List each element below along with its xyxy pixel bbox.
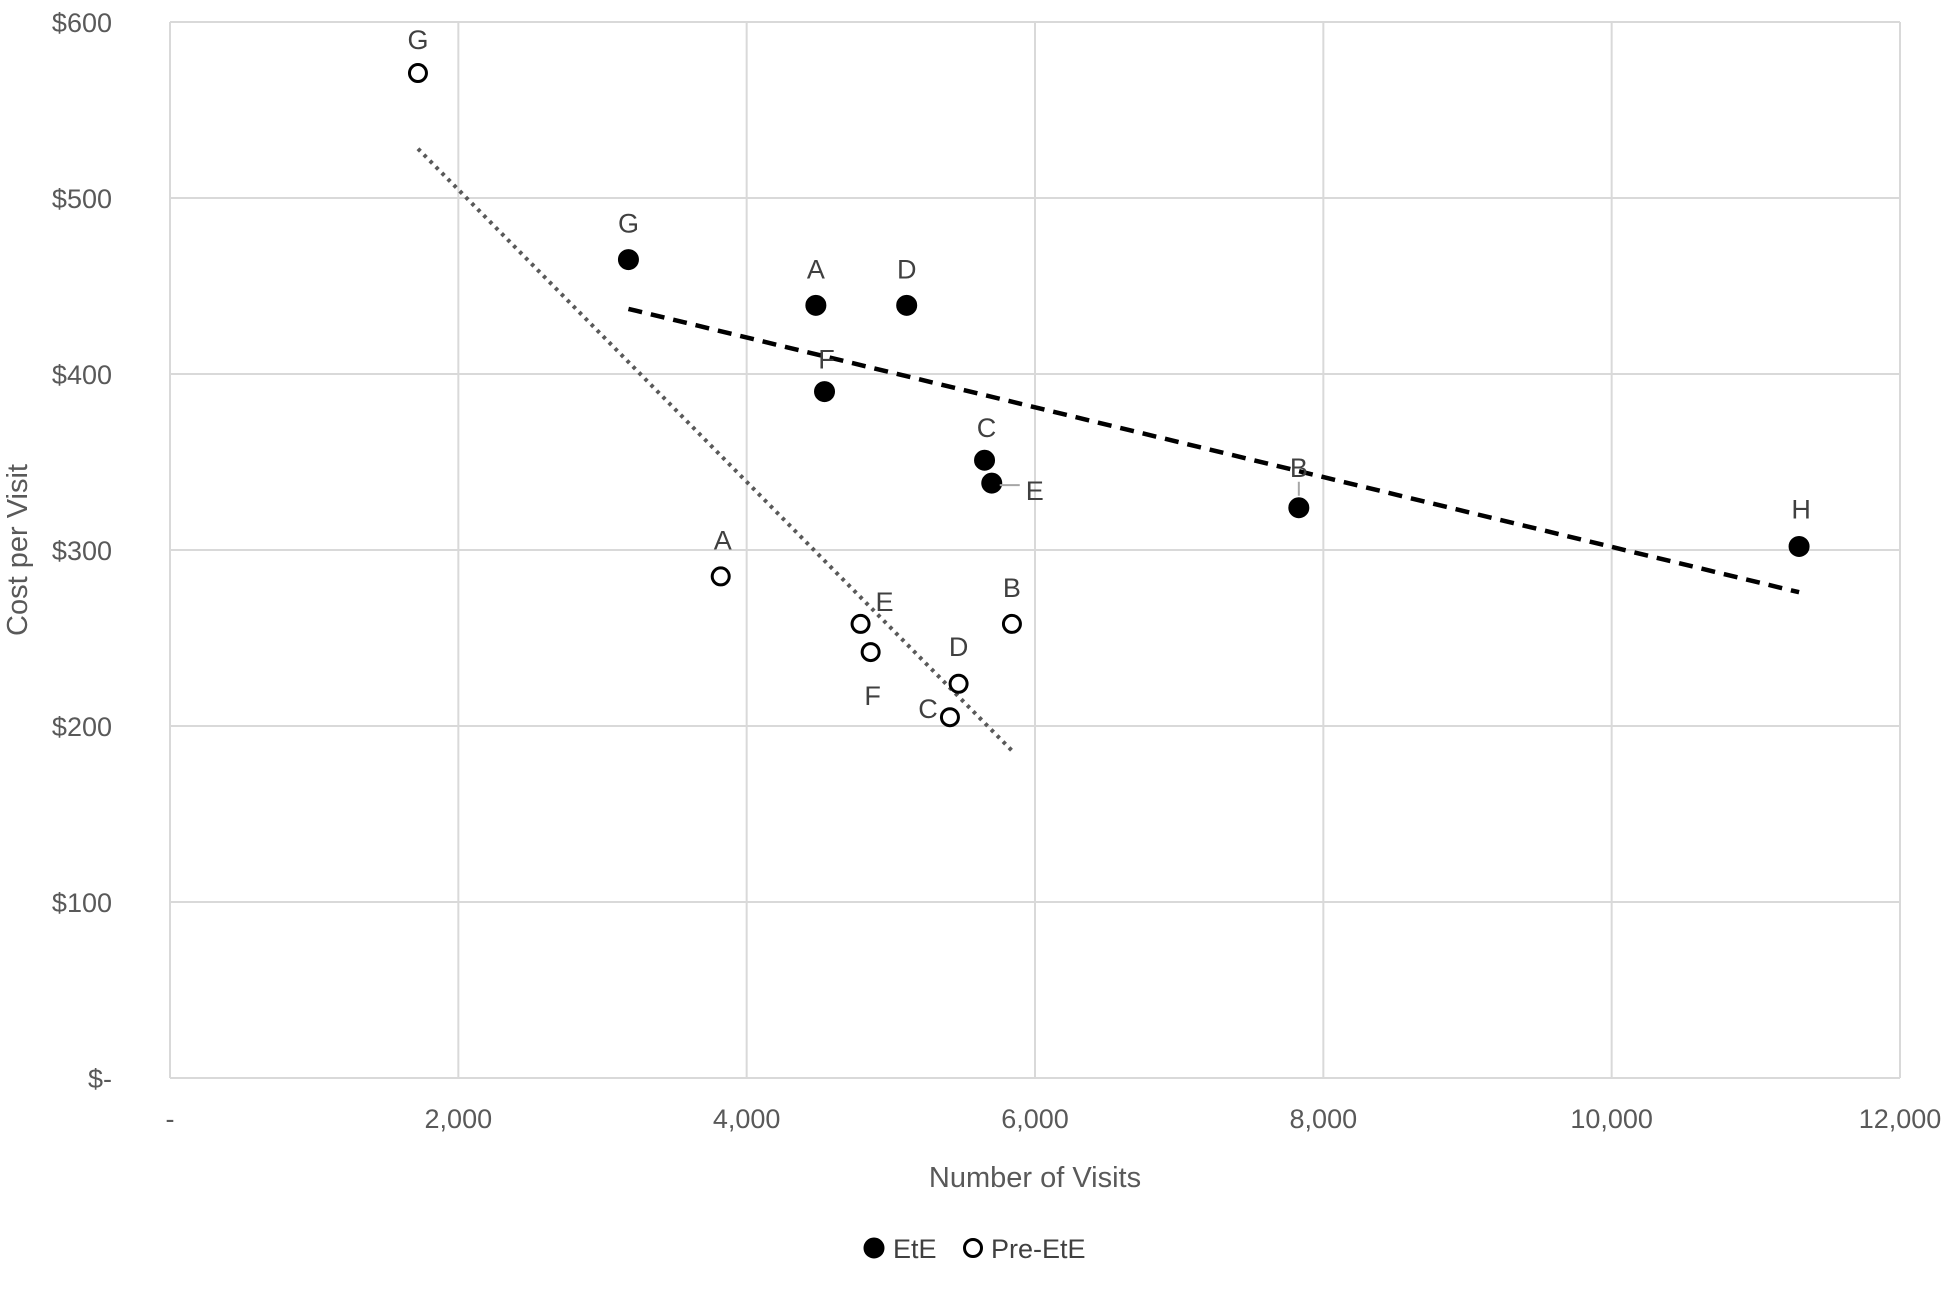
point-label: D	[949, 632, 969, 662]
x-tick-label: 4,000	[713, 1104, 781, 1134]
pre-ete-point	[407, 63, 428, 84]
grid-layer	[169, 21, 1901, 1079]
x-tick-label: 10,000	[1570, 1104, 1653, 1134]
x-tick-label: -	[166, 1104, 175, 1134]
ete-point	[805, 294, 827, 316]
trendline-layer	[416, 147, 1800, 753]
point-label: A	[807, 254, 825, 284]
point-labels-layer: G A D F C E B H G A E F B D C	[407, 25, 1810, 724]
point-label: G	[407, 25, 428, 55]
y-tick-label: $200	[52, 712, 112, 742]
point-label: F	[864, 681, 881, 711]
x-tick-label: 8,000	[1290, 1104, 1358, 1134]
x-tick-label: 12,000	[1859, 1104, 1942, 1134]
pre-ete-point	[710, 566, 731, 587]
ete-point	[814, 381, 836, 403]
y-tick-label: $500	[52, 184, 112, 214]
point-label: C	[977, 413, 997, 443]
y-tick-label: $300	[52, 536, 112, 566]
point-label: C	[918, 694, 938, 724]
y-tick-label: $100	[52, 888, 112, 918]
pre-ete-point	[939, 707, 960, 728]
trendline-pre-ete	[416, 147, 1014, 753]
pre-ete-point	[860, 642, 881, 663]
y-tick-label: $600	[52, 8, 112, 38]
point-label: A	[714, 525, 732, 555]
point-label: G	[618, 209, 639, 239]
legend-marker-pre-ete	[963, 1238, 983, 1258]
ete-point	[1788, 535, 1810, 557]
point-label: B	[1003, 573, 1021, 603]
trendline-ete	[627, 306, 1800, 595]
ete-point	[1288, 497, 1310, 519]
points-layer	[407, 63, 1810, 728]
ete-point	[974, 449, 996, 471]
axes-layer: - 2,000 4,000 6,000 8,000 10,000 12,000 $- $100 $…	[52, 8, 1941, 1134]
x-axis-title: Number of Visits	[929, 1162, 1141, 1194]
legend: EtE Pre-EtE	[863, 1234, 1086, 1264]
y-tick-label: $-	[88, 1064, 112, 1094]
point-label: D	[897, 254, 917, 284]
x-tick-label: 6,000	[1001, 1104, 1069, 1134]
pre-ete-point	[1001, 613, 1022, 634]
pre-ete-point	[850, 613, 871, 634]
point-label: E	[876, 587, 894, 617]
y-tick-label: $400	[52, 360, 112, 390]
x-tick-label: 2,000	[425, 1104, 493, 1134]
legend-marker-ete	[863, 1237, 885, 1259]
ete-point	[896, 294, 918, 316]
point-label: B	[1290, 453, 1308, 483]
point-label: F	[818, 345, 835, 375]
y-axis-title: Cost per Visit	[2, 464, 34, 636]
pre-ete-point	[948, 673, 969, 694]
legend-label-pre-ete: Pre-EtE	[991, 1234, 1086, 1264]
ete-point	[617, 249, 639, 271]
ete-point	[981, 472, 1003, 494]
point-label: E	[1026, 476, 1044, 506]
legend-label-ete: EtE	[893, 1234, 937, 1264]
point-label: H	[1791, 494, 1811, 524]
